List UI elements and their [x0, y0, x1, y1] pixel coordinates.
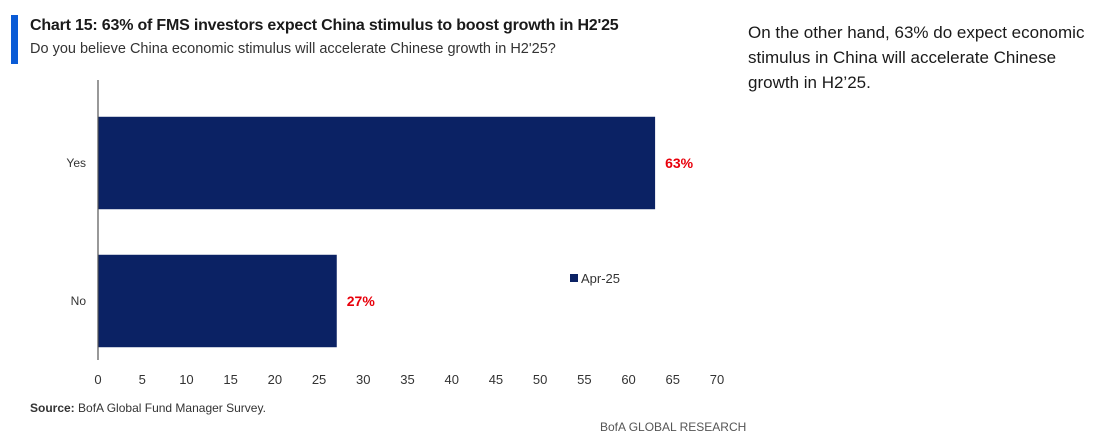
x-tick-label: 30: [356, 372, 370, 387]
x-tick-label: 65: [666, 372, 680, 387]
chart-title: Chart 15: 63% of FMS investors expect Ch…: [30, 17, 619, 34]
legend-swatch: [570, 274, 578, 282]
x-tick-label: 70: [710, 372, 724, 387]
x-tick-label: 20: [268, 372, 282, 387]
bar-no: [98, 254, 337, 348]
chart-subtitle: Do you believe China economic stimulus w…: [30, 41, 556, 57]
category-label: Yes: [66, 156, 86, 170]
x-tick-label: 15: [223, 372, 237, 387]
bar-yes: [98, 116, 656, 210]
title-accent-bar: [11, 15, 18, 64]
x-tick-label: 10: [179, 372, 193, 387]
commentary-text: On the other hand, 63% do expect economi…: [748, 23, 1085, 92]
x-tick-label: 0: [94, 372, 101, 387]
footer-brand: BofA GLOBAL RESEARCH: [600, 420, 747, 434]
category-label: No: [71, 294, 87, 308]
data-label: 63%: [665, 155, 694, 171]
x-tick-label: 50: [533, 372, 547, 387]
source-label: Source:: [30, 401, 75, 415]
x-tick-label: 5: [139, 372, 146, 387]
source-text: BofA Global Fund Manager Survey.: [78, 401, 266, 415]
x-tick-label: 45: [489, 372, 503, 387]
legend-label: Apr-25: [581, 271, 620, 286]
x-tick-label: 25: [312, 372, 326, 387]
x-tick-label: 60: [621, 372, 635, 387]
data-label: 27%: [347, 293, 376, 309]
bar-chart: Yes 63% No 27% 0 5 10 15 20 25 30 35 40 45 50 55 60 65 70 A…: [66, 80, 724, 387]
x-tick-label: 40: [444, 372, 458, 387]
x-tick-label: 35: [400, 372, 414, 387]
source-note: Source: BofA Global Fund Manager Survey.: [30, 401, 266, 415]
x-tick-label: 55: [577, 372, 591, 387]
